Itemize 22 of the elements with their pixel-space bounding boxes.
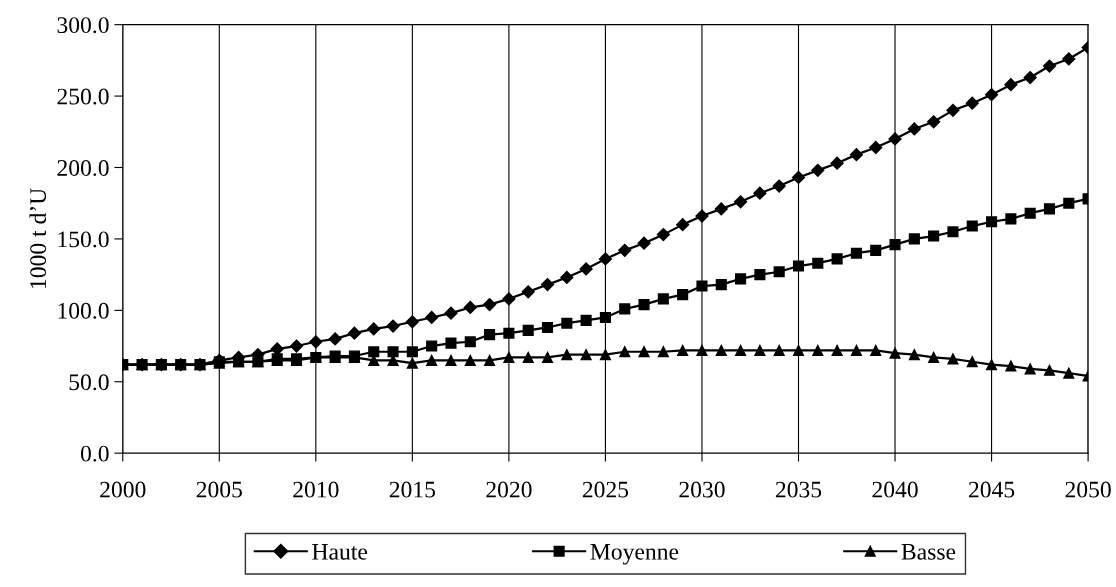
y-tick-label: 250.0 (57, 88, 109, 105)
legend-label: Basse (901, 544, 956, 560)
x-tick-label: 2015 (389, 481, 436, 498)
y-tick-label: 50.0 (69, 374, 109, 391)
y-tick-label: 0.0 (80, 445, 109, 462)
x-tick-label: 2000 (100, 481, 146, 498)
x-tick-label: 2050 (1065, 481, 1111, 498)
legend-label: Moyenne (590, 544, 679, 565)
y-tick-label: 200.0 (57, 159, 109, 177)
x-tick-label: 2010 (293, 481, 339, 498)
y-tick-label: 300.0 (57, 17, 109, 34)
y-tick-label: 100.0 (58, 302, 109, 319)
legend-label: Haute (312, 544, 368, 560)
x-tick-label: 2025 (582, 481, 629, 498)
x-tick-label: 2035 (775, 481, 822, 498)
x-tick-label: 2045 (968, 481, 1015, 498)
y-tick-label: 150.0 (58, 231, 109, 248)
x-tick-label: 2040 (872, 481, 918, 498)
y-axis-title: 1000 t d’U (29, 188, 47, 288)
x-tick-label: 2020 (486, 481, 532, 498)
x-tick-label: 2030 (679, 481, 725, 498)
x-tick-label: 2005 (196, 481, 242, 498)
